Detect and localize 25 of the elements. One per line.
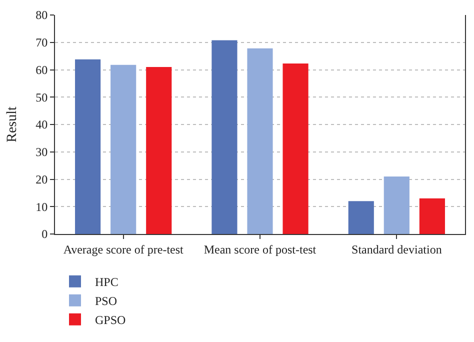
y-tick-label: 0: [42, 227, 48, 242]
y-tick-label: 80: [36, 8, 48, 22]
bar: [212, 40, 238, 234]
x-tick-label: Average score of pre-test: [63, 242, 184, 256]
bar: [75, 59, 101, 234]
bar: [282, 63, 308, 234]
bar: [419, 198, 445, 234]
y-tick-label: 30: [36, 145, 48, 160]
y-tick-label: 50: [36, 90, 48, 104]
legend-label: GPSO: [95, 313, 126, 328]
y-tick-label: 40: [36, 118, 48, 132]
y-tick-label: 60: [36, 62, 48, 77]
y-tick-label: 20: [36, 172, 48, 186]
legend-label: HPC: [95, 275, 118, 290]
x-tick-label: Mean score of post-test: [204, 242, 317, 256]
bar: [247, 48, 273, 234]
y-tick-label: 70: [36, 36, 48, 50]
y-tick-label: 10: [36, 200, 48, 214]
bar: [110, 64, 136, 234]
bar: [146, 67, 172, 234]
y-axis-title: Result: [5, 106, 20, 142]
legend-label: PSO: [95, 294, 118, 308]
bar: [348, 201, 374, 234]
x-tick-label: Standard deviation: [352, 242, 442, 256]
bar: [384, 176, 410, 234]
